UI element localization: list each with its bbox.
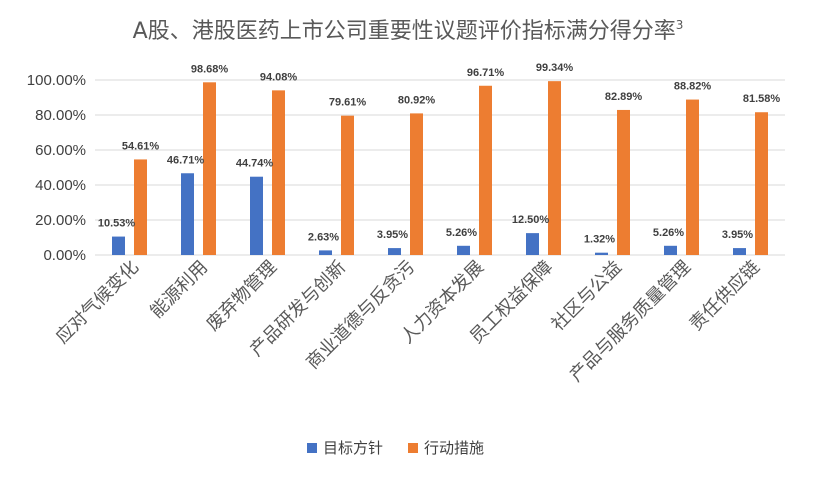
y-tick-label: 100.00%: [27, 72, 86, 89]
bar-target-policy: [388, 248, 401, 255]
legend-swatch-action-measures: [408, 443, 418, 453]
chart-title-superscript: 3: [676, 18, 684, 32]
legend: 目标方针 行动措施: [307, 439, 484, 457]
data-label: 2.63%: [308, 231, 339, 243]
x-tick-label: 责任供应链: [686, 257, 764, 335]
data-label: 5.26%: [446, 227, 477, 239]
data-label: 3.95%: [722, 229, 753, 241]
x-tick-label: 能源利用: [146, 257, 212, 323]
bar-action-measures: [203, 82, 216, 255]
x-tick-label: 产品与服务质量管理: [566, 257, 695, 386]
data-label: 54.61%: [122, 140, 160, 152]
y-tick-label: 0.00%: [43, 247, 86, 264]
data-label: 81.58%: [743, 93, 781, 105]
bar-target-policy: [595, 252, 608, 255]
bar-action-measures: [272, 90, 285, 255]
bar-action-measures: [548, 81, 561, 255]
bar-action-measures: [755, 112, 768, 255]
bar-action-measures: [410, 113, 423, 255]
y-tick-label: 40.00%: [35, 177, 86, 194]
bar-target-policy: [319, 250, 332, 255]
legend-label: 目标方针: [323, 439, 383, 457]
data-label: 96.71%: [467, 67, 505, 79]
bar-action-measures: [341, 115, 354, 256]
data-label: 5.26%: [653, 227, 684, 239]
bar-target-policy: [250, 176, 263, 255]
y-axis-tick-labels: 0.00% 20.00% 40.00% 60.00% 80.00% 100.00%: [27, 72, 86, 264]
bar-target-policy: [526, 233, 539, 255]
data-label: 94.08%: [260, 71, 298, 83]
data-label: 3.95%: [377, 229, 408, 241]
bar-action-measures: [134, 159, 147, 255]
bars: [112, 81, 768, 256]
bar-action-measures: [617, 109, 630, 255]
data-labels: 10.53% 46.71% 44.74% 2.63% 3.95% 5.26% 12.50% 1…: [98, 62, 781, 246]
bar-action-measures: [479, 85, 492, 255]
data-label: 80.92%: [398, 94, 436, 106]
chart-title-text: A股、港股医药上市公司重要性议题评价指标满分得分率: [133, 19, 676, 44]
y-tick-label: 20.00%: [35, 212, 86, 229]
x-tick-label: 应对气候变化: [52, 257, 143, 348]
bar-target-policy: [733, 248, 746, 255]
data-label: 1.32%: [584, 234, 615, 246]
data-label: 12.50%: [512, 214, 550, 226]
bar-target-policy: [181, 173, 194, 255]
data-label: 82.89%: [605, 91, 643, 103]
data-label: 99.34%: [536, 62, 574, 74]
data-label: 46.71%: [167, 154, 205, 166]
data-label: 88.82%: [674, 81, 712, 93]
chart-title: A股、港股医药上市公司重要性议题评价指标满分得分率3: [133, 18, 684, 44]
y-tick-label: 60.00%: [35, 142, 86, 159]
bar-target-policy: [112, 236, 125, 255]
legend-swatch-target-policy: [307, 443, 317, 453]
data-label: 44.74%: [236, 158, 274, 170]
bar-target-policy: [664, 245, 677, 255]
data-label: 10.53%: [98, 218, 136, 230]
bar-action-measures: [686, 99, 699, 255]
data-label: 79.61%: [329, 97, 367, 109]
x-axis-tick-labels: 应对气候变化 能源利用废弃物管理产品研发与创新商业道德与反贪污人力资本发展员工权益…: [52, 257, 764, 386]
legend-label: 行动措施: [424, 439, 484, 457]
bar-target-policy: [457, 245, 470, 255]
data-label: 98.68%: [191, 63, 229, 75]
y-tick-label: 80.00%: [35, 107, 86, 124]
